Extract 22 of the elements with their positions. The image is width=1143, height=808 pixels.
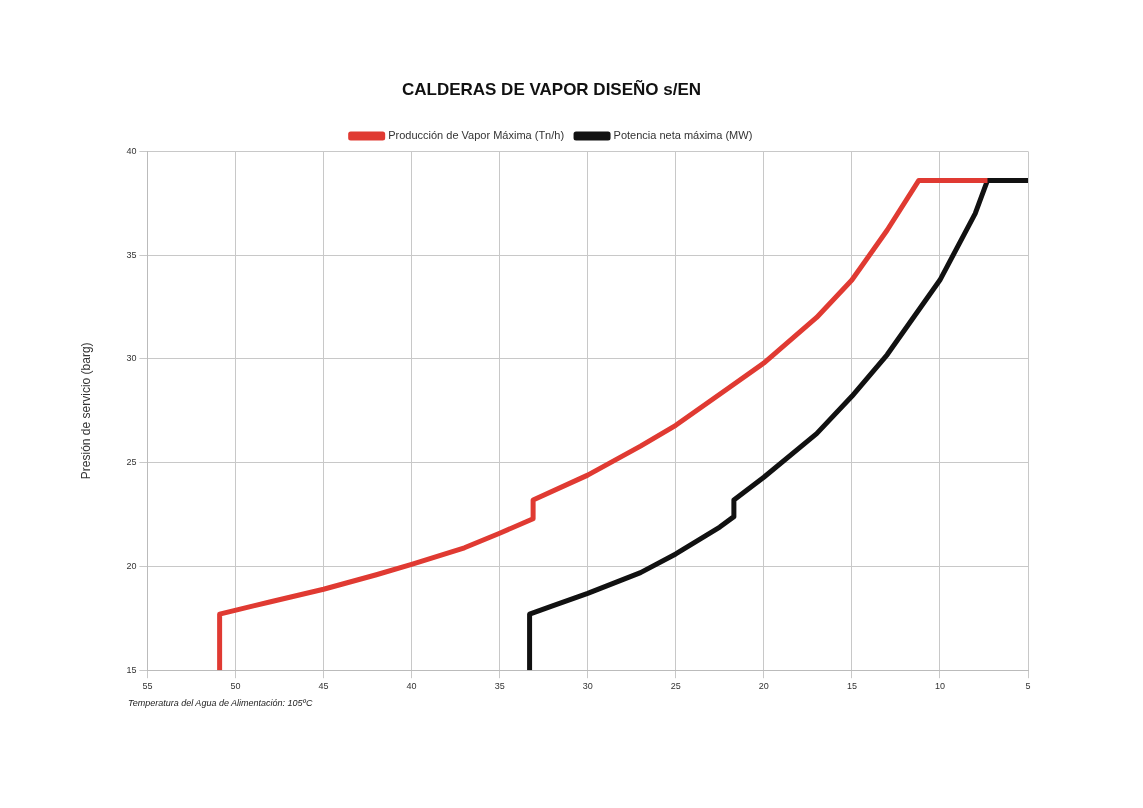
x-tick-label: 15 [846, 681, 857, 692]
x-tick-label: 35 [494, 681, 505, 692]
y-axis-title: Presión de servicio (barg) [78, 342, 93, 480]
x-tick-label: 20 [758, 681, 769, 692]
x-tick-label: 40 [406, 681, 417, 692]
legend-label: Producción de Vapor Máxima (Tn/h) [388, 128, 565, 141]
x-tick-label: 55 [142, 681, 153, 692]
y-tick-label: 15 [126, 664, 137, 675]
x-tick-label: 45 [318, 681, 329, 692]
y-tick-label: 30 [126, 353, 137, 364]
chart-title: CALDERAS DE VAPOR DISEÑO s/EN [401, 78, 702, 99]
legend-label: Potencia neta máxima (MW) [613, 128, 753, 141]
y-tick-label: 25 [126, 457, 137, 468]
y-tick-label: 35 [126, 249, 137, 260]
y-tick-label: 20 [126, 560, 137, 571]
x-tick-label: 50 [230, 681, 241, 692]
x-tick-label: 5 [1025, 681, 1031, 692]
x-tick-label: 10 [934, 681, 945, 692]
x-tick-label: 25 [670, 681, 681, 692]
x-tick-label: 30 [582, 681, 593, 692]
text: Temperatura del Agua de Alimentación: 105ºC [128, 698, 313, 708]
y-tick-label: 40 [126, 145, 137, 156]
